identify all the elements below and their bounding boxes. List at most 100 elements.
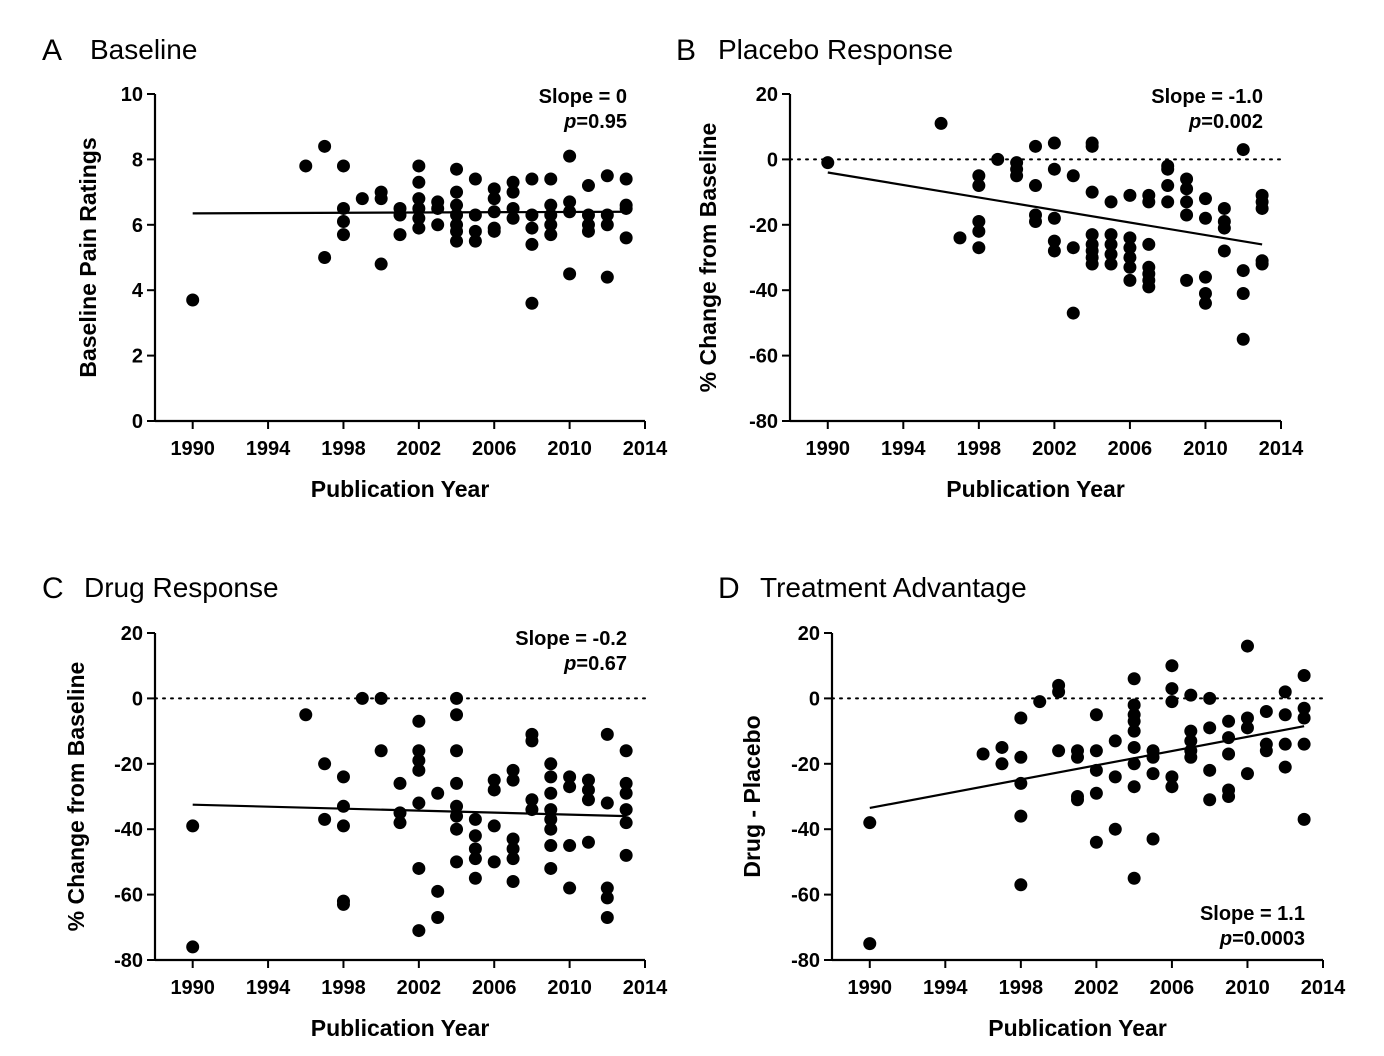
data-point bbox=[186, 819, 200, 833]
regression-line bbox=[192, 803, 627, 818]
data-point bbox=[544, 198, 558, 212]
data-point bbox=[1071, 750, 1084, 764]
x-tick-label: 1994 bbox=[246, 977, 291, 999]
data-point bbox=[972, 169, 986, 183]
data-point bbox=[393, 208, 407, 222]
data-point bbox=[1014, 809, 1028, 823]
data-point bbox=[506, 175, 520, 189]
data-point bbox=[431, 201, 445, 215]
data-point bbox=[412, 201, 426, 215]
data-point bbox=[1217, 201, 1231, 215]
data-point bbox=[393, 228, 407, 242]
regression-line bbox=[827, 171, 1263, 246]
data-point bbox=[1255, 257, 1269, 271]
data-point bbox=[525, 208, 539, 222]
data-point bbox=[450, 855, 464, 869]
panel-title: Placebo Response bbox=[718, 34, 953, 65]
x-tick-label: 2002 bbox=[1032, 438, 1077, 460]
x-tick-label: 1990 bbox=[806, 438, 851, 460]
data-point bbox=[336, 215, 350, 229]
data-point bbox=[450, 708, 464, 722]
data-point bbox=[450, 198, 464, 212]
x-tick-label: 2014 bbox=[623, 438, 668, 460]
data-point bbox=[506, 852, 520, 866]
y-tick-label: 4 bbox=[132, 280, 144, 302]
data-point bbox=[1127, 871, 1141, 885]
data-point bbox=[1089, 786, 1103, 800]
data-point bbox=[1052, 685, 1066, 699]
data-point bbox=[1142, 280, 1156, 294]
y-tick-label: 20 bbox=[121, 623, 143, 645]
data-point bbox=[544, 861, 558, 875]
x-axis-label: Publication Year bbox=[946, 476, 1125, 502]
x-axis-label: Publication Year bbox=[311, 476, 490, 502]
data-point bbox=[468, 842, 482, 856]
data-point bbox=[1180, 195, 1194, 209]
data-point bbox=[1222, 731, 1236, 745]
data-point bbox=[544, 839, 558, 853]
data-point bbox=[600, 910, 614, 924]
data-point bbox=[1165, 659, 1179, 673]
data-point bbox=[1071, 793, 1084, 807]
data-point bbox=[1123, 260, 1137, 274]
data-point bbox=[487, 182, 501, 196]
data-point bbox=[600, 881, 614, 895]
data-point bbox=[1123, 231, 1137, 245]
data-point bbox=[1278, 708, 1292, 722]
panel-a: A Baseline 1990 1994 1998 2002 2006 2010 2014 0 2 4… bbox=[42, 34, 668, 502]
data-point bbox=[318, 251, 332, 264]
data-point bbox=[412, 192, 426, 206]
data-point bbox=[186, 940, 200, 954]
x-tick-label: 2006 bbox=[472, 977, 517, 999]
y-tick-label: -80 bbox=[114, 950, 143, 972]
data-point bbox=[336, 799, 350, 813]
data-point bbox=[1085, 257, 1099, 271]
data-point bbox=[336, 897, 350, 911]
data-point bbox=[1203, 793, 1217, 807]
data-point bbox=[1146, 832, 1160, 846]
data-point bbox=[450, 208, 464, 222]
x-tick-label: 2014 bbox=[623, 977, 668, 999]
data-point bbox=[544, 812, 558, 826]
x-axis-label: Publication Year bbox=[988, 1015, 1167, 1041]
data-point bbox=[619, 816, 633, 830]
data-point bbox=[506, 201, 520, 215]
data-point bbox=[563, 195, 577, 209]
p-symbol: p bbox=[563, 111, 576, 133]
data-point bbox=[544, 770, 558, 784]
x-tick-label: 1994 bbox=[881, 438, 926, 460]
data-point bbox=[412, 211, 426, 225]
data-point bbox=[468, 812, 482, 826]
data-point bbox=[619, 231, 633, 245]
data-point bbox=[487, 773, 501, 787]
slope-annotation: Slope = 1.1 bbox=[1200, 903, 1305, 925]
data-point bbox=[506, 875, 520, 889]
data-point bbox=[1089, 835, 1103, 849]
data-point bbox=[336, 770, 350, 784]
data-point bbox=[934, 116, 948, 130]
data-point bbox=[1161, 195, 1175, 209]
panel-letter: D bbox=[718, 572, 740, 605]
data-point bbox=[1161, 162, 1175, 176]
data-point bbox=[600, 796, 614, 810]
data-point bbox=[412, 861, 426, 875]
y-tick-label: 20 bbox=[798, 623, 820, 645]
data-point bbox=[506, 763, 520, 777]
data-point bbox=[619, 786, 633, 800]
data-point bbox=[581, 793, 595, 807]
data-point bbox=[619, 172, 633, 186]
data-point bbox=[1259, 744, 1273, 758]
x-tick-label: 1990 bbox=[848, 977, 893, 999]
regression-line bbox=[192, 210, 627, 215]
data-point bbox=[1184, 724, 1198, 738]
data-point bbox=[374, 257, 388, 271]
data-point bbox=[1217, 244, 1231, 258]
data-point bbox=[563, 267, 577, 281]
x-tick-label: 2010 bbox=[547, 438, 592, 460]
data-point bbox=[1240, 721, 1254, 735]
data-point bbox=[600, 208, 614, 222]
data-point bbox=[318, 757, 332, 771]
data-point bbox=[1198, 192, 1212, 206]
data-point bbox=[544, 822, 558, 836]
data-point bbox=[1047, 211, 1061, 225]
